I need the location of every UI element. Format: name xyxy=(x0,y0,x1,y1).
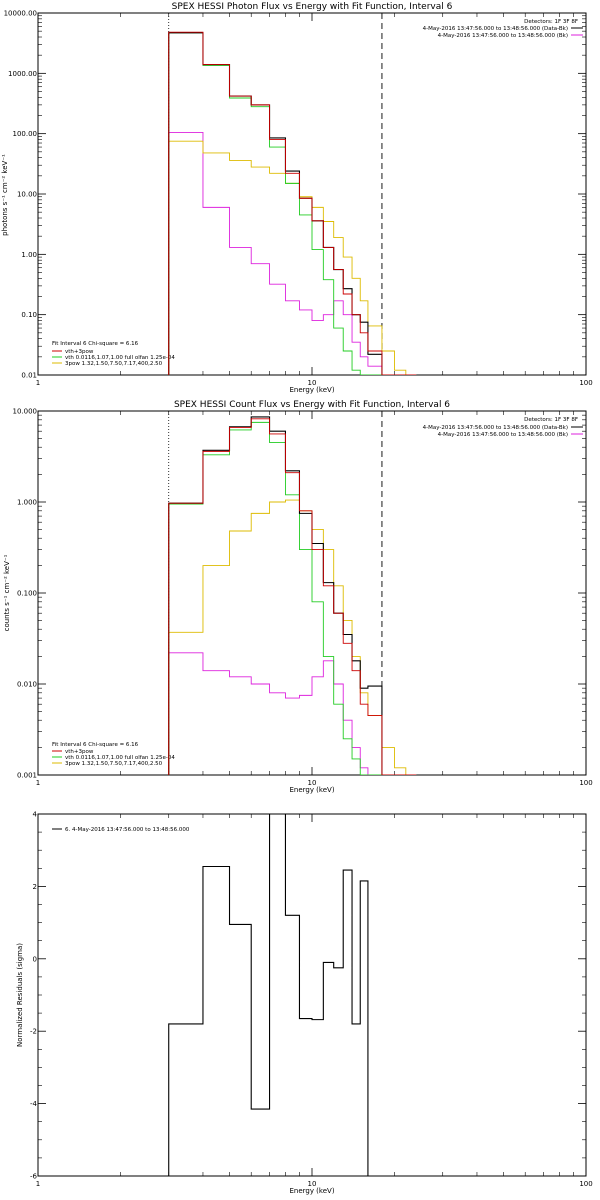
count-flux-title: SPEX HESSI Count Flux vs Energy with Fit… xyxy=(174,400,450,410)
count-flux-legend-total-label: vth+3pow xyxy=(65,749,94,755)
count-flux-xtick-label: 100 xyxy=(579,779,592,787)
photon-flux-ytick-label: 1000.00 xyxy=(8,70,37,78)
count-flux-panel: SPEX HESSI Count Flux vs Energy with Fit… xyxy=(3,400,593,794)
residuals-ylabel: Normalized Residuals (sigma) xyxy=(16,943,24,1047)
count-flux-detectors-label: Detectors: 1F 3F 8F xyxy=(524,417,578,423)
count-flux-ytick-label: 0.100 xyxy=(17,590,37,598)
count-flux-legend-data-label: 4-May-2016 13:47:56.000 to 13:48:56.000 … xyxy=(423,425,568,431)
count-flux-series-bk xyxy=(168,652,417,775)
photon-flux-series-pow xyxy=(168,140,417,375)
photon-flux-panel: SPEX HESSI Photon Flux vs Energy with Fi… xyxy=(1,2,593,394)
count-flux-series-pow xyxy=(168,499,417,775)
residuals-ytick-label: 0 xyxy=(33,955,37,963)
residuals-ytick-label: 2 xyxy=(33,883,37,891)
photon-flux-ytick-label: 1.00 xyxy=(21,251,37,259)
photon-flux-ytick-label: 0.10 xyxy=(21,311,37,319)
count-flux-fit-title: Fit Interval 6 Chi-square = 6.16 xyxy=(52,742,139,748)
photon-flux-xlabel: Energy (keV) xyxy=(289,386,334,394)
photon-flux-legend-bk-label: 4-May-2016 13:47:56.000 to 13:48:56.000 … xyxy=(438,33,568,39)
photon-flux-xtick-label: 10 xyxy=(308,379,317,387)
count-flux-series-vth xyxy=(168,421,417,775)
photon-flux-xtick-label: 1 xyxy=(36,379,40,387)
photon-flux-ytick-label: 10000.00 xyxy=(4,10,37,18)
count-flux-legend-bk-label: 4-May-2016 13:47:56.000 to 13:48:56.000 … xyxy=(438,432,568,438)
count-flux-legend-vth-label: vth 0.0116,1.07,1.00 full olfan 1.25e-04 xyxy=(65,755,175,761)
count-flux-legend-pow-label: 3pow 1.32,1.50,7.50,7.17,400,2.50 xyxy=(65,761,163,767)
photon-flux-series-total xyxy=(168,31,417,375)
residuals-ytick-label: -2 xyxy=(30,1028,37,1036)
photon-flux-legend-pow-label: 3pow 1.32,1.50,7.50,7.17,400,2.50 xyxy=(65,361,163,367)
residuals-xtick-label: 1 xyxy=(36,1180,40,1188)
residuals-ytick-label: -4 xyxy=(30,1100,38,1108)
photon-flux-fit-title: Fit Interval 6 Chi-square = 6.16 xyxy=(52,341,139,347)
count-flux-ytick-label: 10.000 xyxy=(13,408,38,416)
photon-flux-legend-total-label: vth+3pow xyxy=(65,349,94,355)
count-flux-ytick-label: 0.001 xyxy=(17,772,37,780)
photon-flux-legend-data-label: 4-May-2016 13:47:56.000 to 13:48:56.000 … xyxy=(423,26,568,32)
count-flux-xlabel: Energy (keV) xyxy=(289,786,334,794)
count-flux-ylabel: counts s⁻¹ cm⁻² keV⁻¹ xyxy=(3,554,11,631)
count-flux-xtick-label: 10 xyxy=(308,779,317,787)
photon-flux-ylabel: photons s⁻¹ cm⁻² keV⁻¹ xyxy=(1,154,9,236)
photon-flux-ytick-label: 10.00 xyxy=(17,191,37,199)
residuals-ytick-label: -6 xyxy=(30,1173,38,1181)
photon-flux-legend-vth-label: vth 0.0116,1.07,1.00 full olfan 1.25e-04 xyxy=(65,355,175,361)
photon-flux-series-vth xyxy=(168,32,417,375)
residuals-xtick-label: 100 xyxy=(579,1180,592,1188)
residuals-ytick-label: 4 xyxy=(33,811,38,819)
residuals-series-data xyxy=(168,814,382,1176)
residuals-panel: Energy (keV) Normalized Residuals (sigma… xyxy=(16,811,593,1196)
residuals-xlabel: Energy (keV) xyxy=(289,1187,334,1195)
photon-flux-series-bk xyxy=(168,131,417,375)
residuals-xtick-label: 10 xyxy=(308,1180,317,1188)
photon-flux-series-data xyxy=(168,32,417,375)
count-flux-series-data xyxy=(168,416,417,775)
count-flux-ytick-label: 0.010 xyxy=(17,681,37,689)
photon-flux-detectors-label: Detectors: 1F 3F 8F xyxy=(524,19,578,25)
photon-flux-xtick-label: 100 xyxy=(579,379,592,387)
photon-flux-ytick-label: 100.00 xyxy=(13,130,38,138)
photon-flux-title: SPEX HESSI Photon Flux vs Energy with Fi… xyxy=(172,2,453,12)
residuals-frame xyxy=(37,813,587,1177)
count-flux-series-total xyxy=(168,418,417,775)
count-flux-xtick-label: 1 xyxy=(36,779,40,787)
residuals-legend-label: 6. 4-May-2016 13:47:56.000 to 13:48:56.0… xyxy=(65,827,190,833)
count-flux-ytick-label: 1.000 xyxy=(17,499,37,507)
photon-flux-ytick-label: 0.01 xyxy=(21,372,37,380)
